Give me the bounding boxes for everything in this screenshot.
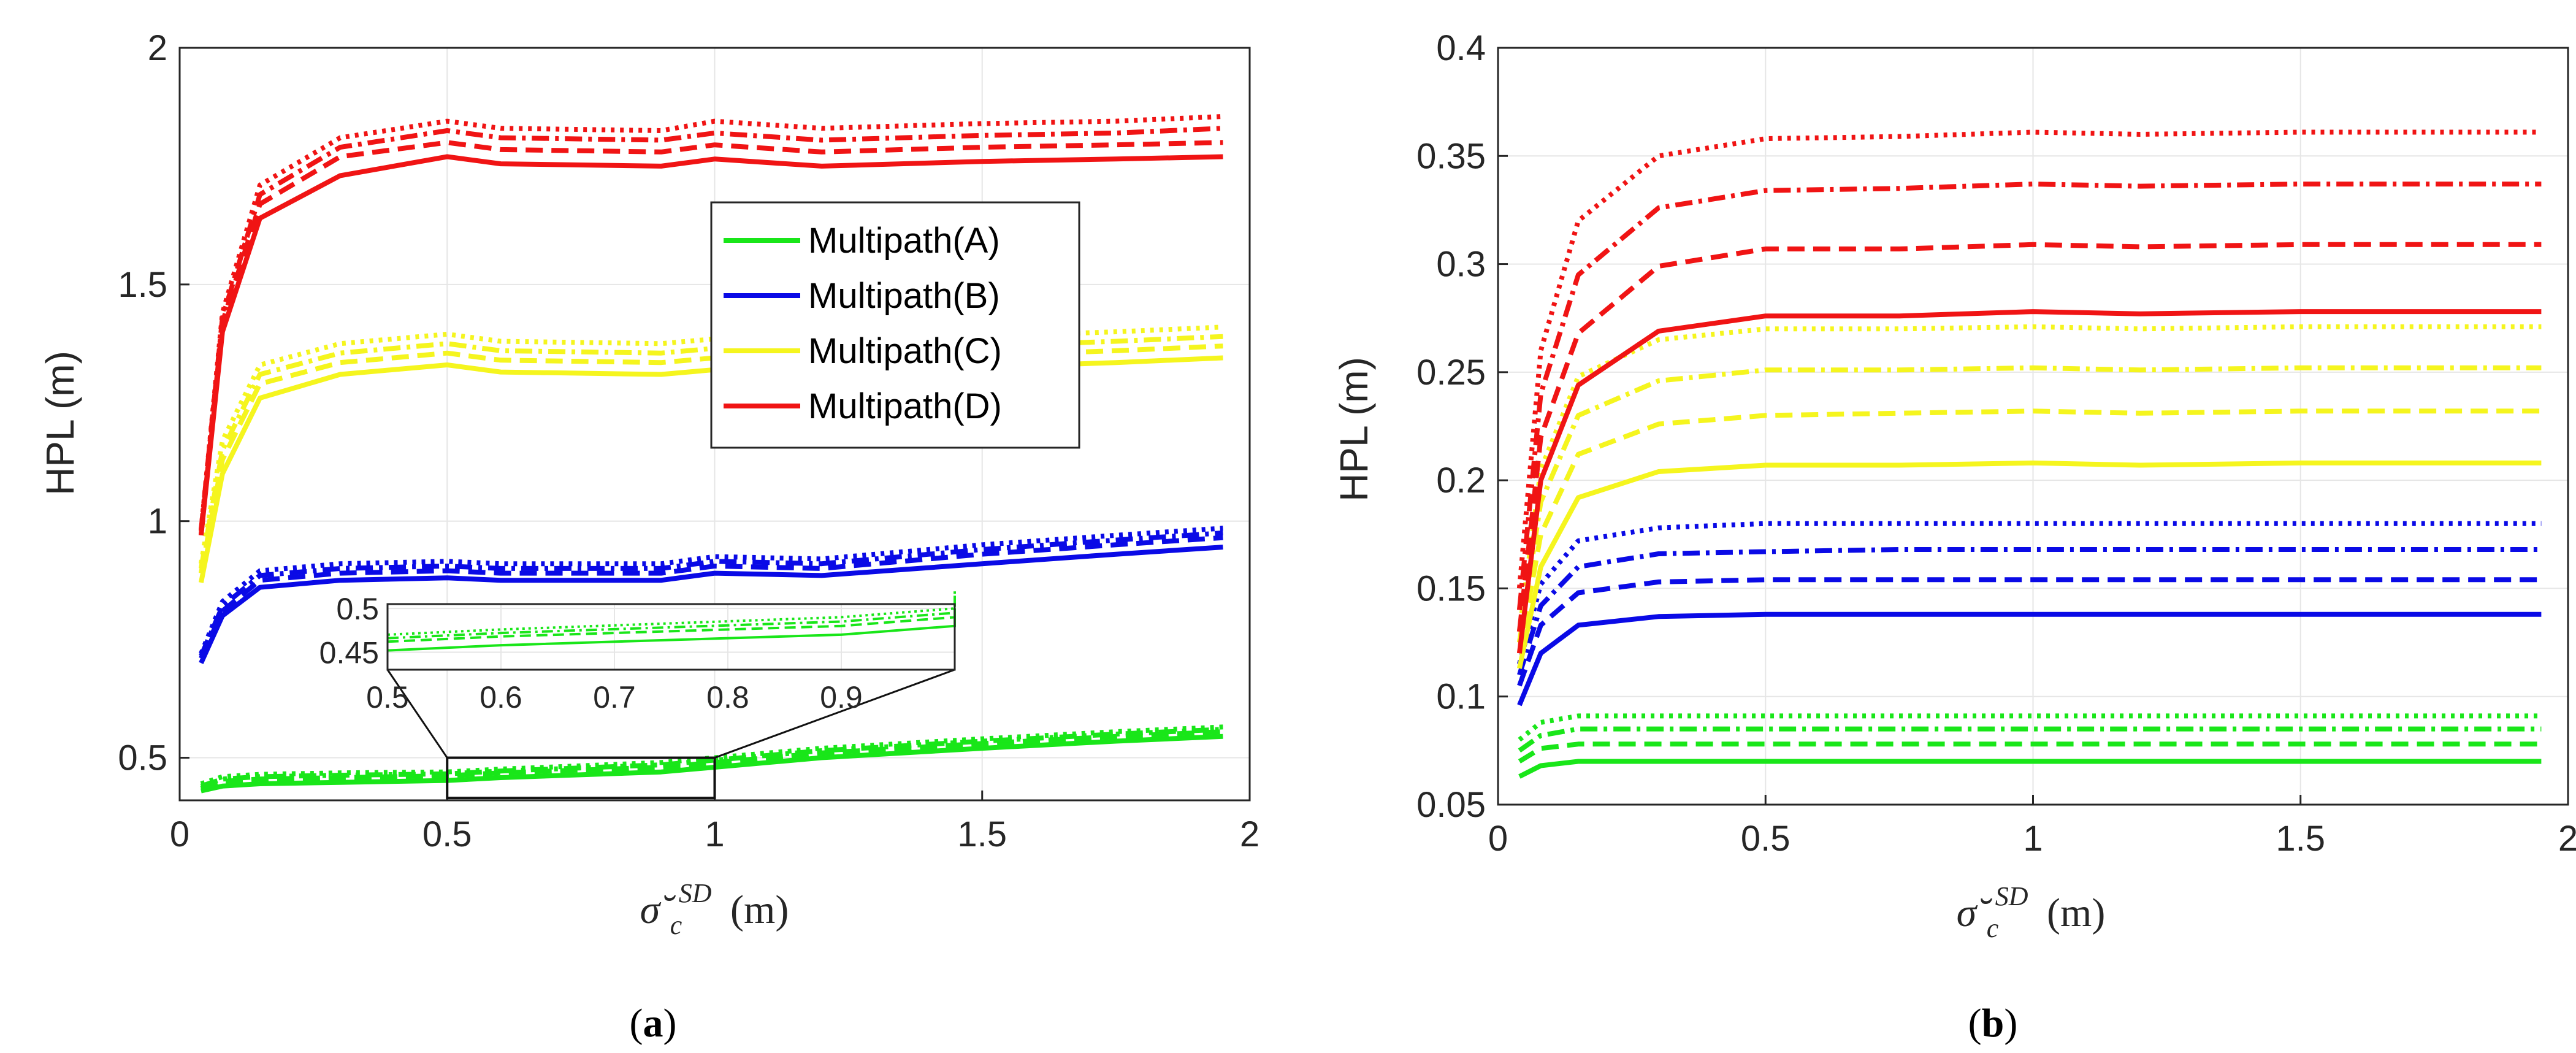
zoom-rectangle [446,756,716,800]
y-tick-label: 0.2 [1436,461,1486,500]
y-tick-label: 2 [148,28,167,68]
xticks-b: 0 0.5 1 1.5 2 [1488,795,2576,859]
xlabel-b: σ̆ c SD (m) [1957,870,2106,946]
series-line-multipath-d-dashdot [1516,182,2542,611]
xticks-a: 0 0.5 1 1.5 2 [170,791,1259,854]
xlabel-b-unit: (m) [2047,890,2105,935]
legend-items: Multipath(A) Multipath(B) Multipath(C) Mult… [724,221,1002,426]
xlabel-a: σ̆ c SD (m) [640,867,789,943]
series-line-multipath-c-dashed [1516,408,2542,654]
y-tick-label: 1 [148,502,167,542]
inset-y-tick-label: 0.5 [336,592,379,626]
x-tick-label: 0 [1488,819,1508,859]
legend-a: Multipath(A) Multipath(B) Multipath(C) Mult… [710,201,1080,449]
inset-frame [386,603,956,671]
yticks-b: 0.05 0.1 0.15 0.2 0.25 0.3 0.35 0.4 [1416,28,1508,825]
inset-yticks: 0.45 0.5 [319,592,379,670]
xlabel-a-sub: c [670,910,682,940]
x-tick-label: 1.5 [957,814,1007,854]
x-tick-label: 2 [2558,819,2576,859]
series-line-multipath-a-dashdot [200,727,1223,789]
y-tick-label: 0.15 [1416,569,1486,608]
series-line-multipath-c-dashdot [1516,365,2542,643]
lines-b [1516,129,2542,779]
series-line-multipath-a-dashed [1518,741,2542,764]
x-tick-label: 1.5 [2276,819,2325,859]
legend-label: Multipath(A) [808,221,1000,261]
inset-x-tick-label: 0.5 [366,680,409,714]
xlabel-a-sup: SD [679,878,712,908]
zoom-connector [714,668,955,759]
x-tick-label: 2 [1240,814,1259,854]
inset-a: 0.45 0.5 0.5 0.6 0.7 0.8 0.9 [319,591,956,714]
caption-b: (b) [1968,1001,2018,1046]
y-tick-label: 0.5 [118,738,167,778]
ylabel-a: HPL (m) [38,351,82,496]
inset-xticks: 0.5 0.6 0.7 0.8 0.9 [366,680,863,714]
legend-label: Multipath(C) [808,331,1002,371]
xlabel-b-sup: SD [1995,881,2028,911]
series-line-multipath-b-dashdot [1517,547,2542,676]
y-tick-label: 0.35 [1416,136,1486,176]
legend-label: Multipath(D) [808,386,1002,426]
xlabel-a-unit: (m) [730,887,789,932]
x-tick-label: 0.5 [1741,819,1791,859]
series-line-multipath-d-solid [198,154,1223,536]
series-line-multipath-c-dashed [198,343,1223,574]
y-tick-label: 1.5 [118,265,167,305]
series-line-multipath-b-dashed [1517,577,2542,687]
x-tick-label: 1 [2023,819,2043,859]
x-tick-label: 0.5 [422,814,472,854]
series-line-multipath-c-dotted [1516,324,2542,632]
inset-x-tick-label: 0.7 [593,680,636,714]
series-line-multipath-b-solid [199,545,1223,664]
caption-b-letter: b [1982,1001,2005,1046]
series-line-multipath-b-solid [1517,611,2542,706]
inset-y-tick-label: 0.45 [319,635,379,670]
x-tick-label: 0 [170,814,189,854]
series-line-multipath-b-dashdot [199,530,1223,657]
series-line-multipath-d-solid [1516,309,2542,654]
inset-x-tick-label: 0.6 [480,680,522,714]
series-line-multipath-d-dotted [1516,129,2542,589]
panel-a: 0.511.52 0 0.5 1 1.5 2 HPL (m) σ̆ c SD (m) M… [38,28,1259,1046]
zoom-region [386,668,955,800]
zoom-connector [386,669,448,759]
ylabel-b: HPL (m) [1332,357,1376,502]
yticks-a: 0.5 1 1.5 2 [118,28,189,778]
y-tick-label: 0.1 [1436,677,1486,717]
series-line-multipath-b-dashed [199,535,1223,660]
series-line-multipath-a-solid [1518,759,2542,779]
x-tick-label: 1 [705,814,724,854]
caption-a-letter: a [643,1001,663,1046]
inset-grid [387,604,955,670]
series-line-multipath-b-dotted [1517,521,2542,665]
inset-series-line [387,591,956,636]
series-line-multipath-a-dashdot [1518,726,2542,753]
series-line-multipath-d-dashed [198,140,1223,536]
y-tick-label: 0.25 [1416,353,1486,392]
inset-x-tick-label: 0.8 [706,680,749,714]
series-line-multipath-a-solid [201,733,1223,794]
series-line-multipath-b-dotted [199,526,1223,655]
inset-x-tick-label: 0.9 [820,680,863,714]
panel-b: 0.05 0.1 0.15 0.2 0.25 0.3 0.35 0.4 0 0.5 1 1.5 2 H… [1332,28,2576,1046]
legend-label: Multipath(B) [808,276,1000,316]
y-tick-label: 0.4 [1436,28,1486,68]
series-line-multipath-d-dashed [1516,242,2542,632]
xlabel-b-sub: c [1987,913,1999,943]
series-line-multipath-d-dashdot [198,126,1223,531]
inset-series-line [387,595,956,640]
y-tick-label: 0.3 [1436,245,1486,285]
caption-a: (a) [630,1001,677,1046]
y-tick-label: 0.05 [1416,785,1486,825]
series-line-multipath-c-solid [1516,460,2542,669]
series-line-multipath-a-dotted [1518,713,2542,742]
